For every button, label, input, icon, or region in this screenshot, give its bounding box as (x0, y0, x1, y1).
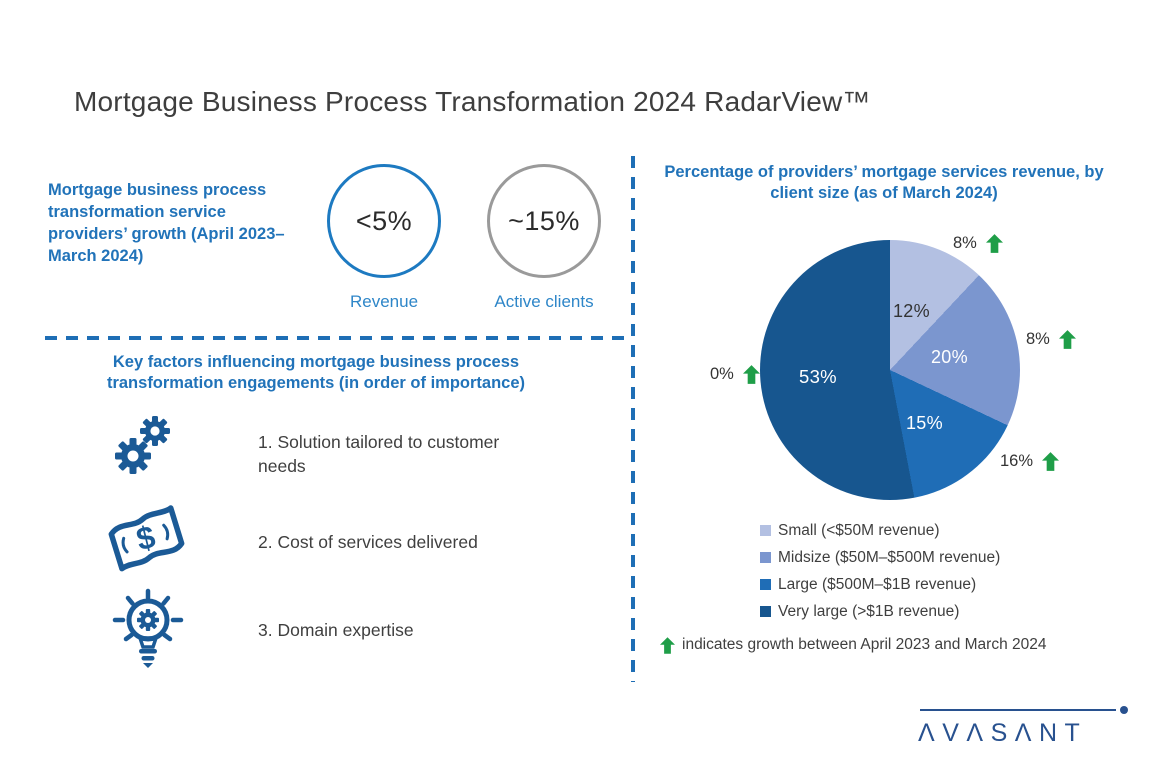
pie-slice-label-very-large: 53% (799, 366, 837, 387)
legend-label-small: Small (<$50M revenue) (778, 521, 940, 539)
avasant-logo: ΛVΛSΛNT (918, 704, 1128, 748)
growth-panel-heading: Mortgage business process transformation… (48, 181, 285, 266)
growth-footnote: indicates growth between April 2023 and … (660, 636, 1047, 654)
revenue-growth-value: <5% (355, 205, 413, 236)
active-clients-ring: ~15% (487, 164, 601, 278)
logo-text: ΛVΛSΛNT (918, 719, 1088, 747)
money-icon: $ (100, 500, 192, 587)
factor-3-text: 3. Domain expertise (258, 620, 414, 640)
page-title: Mortgage Business Process Transformation… (74, 86, 871, 117)
legend-item-very-large: Very large (>$1B revenue) (760, 598, 1000, 625)
active-clients-value: ~15% (508, 205, 580, 236)
growth-up-arrow-icon (660, 636, 675, 654)
revenue-growth-ring: <5% (327, 164, 441, 278)
growth-value: 8% (953, 234, 977, 252)
logo-rule (918, 704, 1128, 714)
vertical-dashed-divider (631, 156, 635, 682)
growth-value: 0% (710, 365, 734, 383)
growth-annotation-large: 16% (1000, 452, 1060, 471)
legend-item-small: Small (<$50M revenue) (760, 517, 1000, 544)
key-factors-heading: Key factors influencing mortgage busines… (106, 353, 526, 393)
legend-item-large: Large ($500M–$1B revenue) (760, 571, 1000, 598)
legend-item-midsize: Midsize ($50M–$500M revenue) (760, 544, 1000, 571)
legend-label-very-large: Very large (>$1B revenue) (778, 602, 960, 620)
lightbulb-icon (110, 588, 186, 677)
legend-swatch-very-large (760, 606, 771, 617)
growth-value: 16% (1000, 452, 1034, 470)
growth-up-arrow-icon (1042, 452, 1060, 471)
pie-chart (760, 240, 1020, 500)
legend-swatch-midsize (760, 552, 771, 563)
logo-line (920, 709, 1116, 711)
growth-up-arrow-icon (742, 365, 760, 384)
growth-value: 8% (1026, 330, 1050, 348)
logo-dot (1120, 705, 1128, 714)
factor-2-text: 2. Cost of services delivered (258, 532, 478, 552)
pie-chart-heading: Percentage of providers’ mortgage servic… (664, 163, 1104, 203)
growth-up-arrow-icon (985, 234, 1003, 253)
growth-annotation-very-large: 0% (710, 365, 760, 384)
pie-slice-label-large: 15% (906, 413, 943, 433)
legend-swatch-small (760, 525, 771, 536)
legend-label-large: Large ($500M–$1B revenue) (778, 575, 977, 593)
active-clients-label: Active clients (494, 292, 594, 311)
revenue-growth-metric: <5% Revenue (325, 164, 443, 312)
growth-annotation-midsize: 8% (1026, 330, 1076, 349)
growth-footnote-text: indicates growth between April 2023 and … (682, 636, 1047, 653)
growth-annotation-small: 8% (953, 234, 1003, 253)
revenue-growth-label: Revenue (349, 292, 419, 311)
active-clients-metric: ~15% Active clients (485, 164, 603, 312)
growth-up-arrow-icon (1058, 330, 1076, 349)
factor-1-text: 1. Solution tailored to customer needs (258, 432, 500, 476)
gears-icon (112, 416, 176, 483)
pie-slice-label-midsize: 20% (931, 347, 968, 367)
legend-swatch-large (760, 579, 771, 590)
legend-label-midsize: Midsize ($50M–$500M revenue) (778, 548, 1001, 566)
horizontal-dashed-divider (45, 336, 631, 340)
pie-slice-label-small: 12% (893, 301, 930, 321)
svg-text:$: $ (133, 518, 159, 557)
pie-legend: Small (<$50M revenue) Midsize ($50M–$500… (760, 517, 1000, 625)
